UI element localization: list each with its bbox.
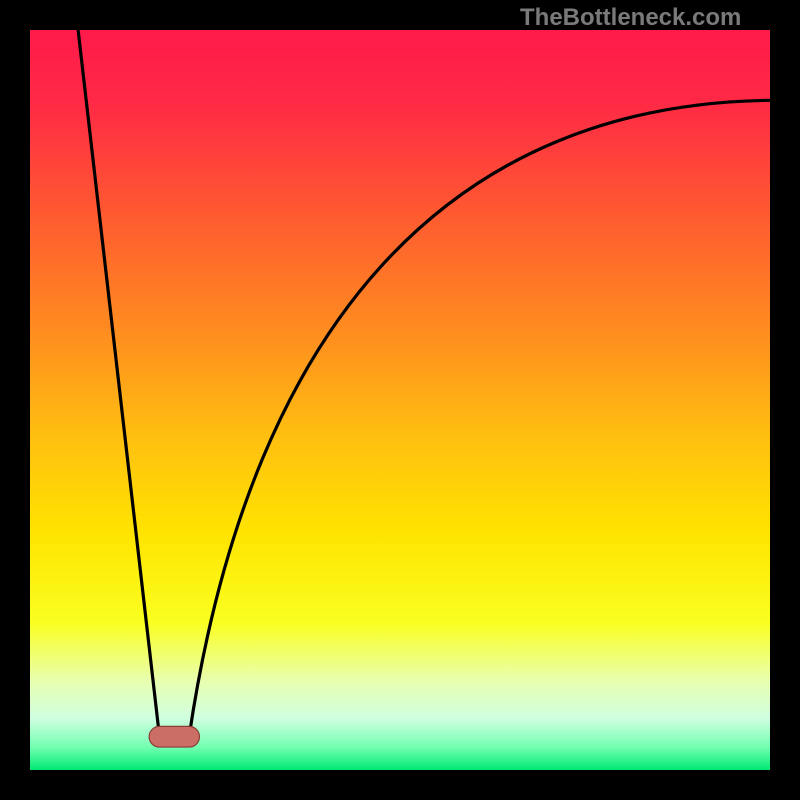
- chart-plot-area: [30, 30, 770, 770]
- watermark-text: TheBottleneck.com: [520, 4, 741, 32]
- bottleneck-gradient-chart: [0, 0, 800, 800]
- optimum-marker: [149, 726, 199, 747]
